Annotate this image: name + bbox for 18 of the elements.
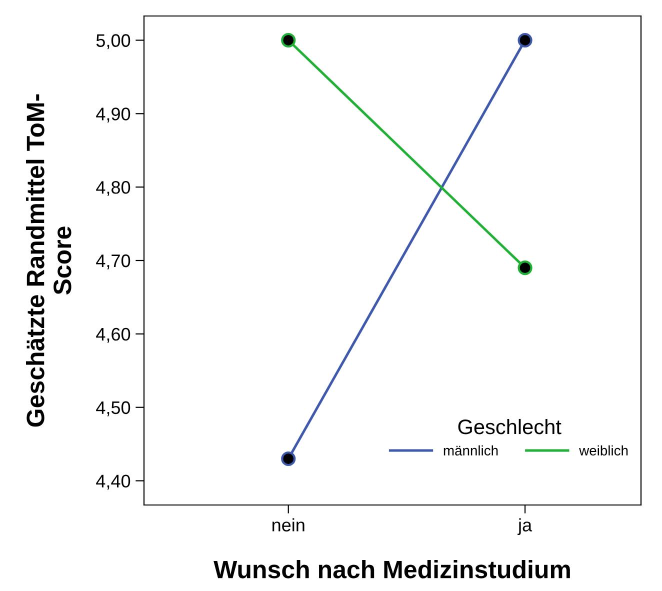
x-tick-label: ja <box>518 518 532 536</box>
y-tick-label: 4,40 <box>96 474 130 490</box>
y-tick-label: 5,00 <box>96 34 130 50</box>
point <box>518 260 532 276</box>
legend-label: weiblich <box>579 445 628 456</box>
x-tick-label: nein <box>272 518 304 532</box>
y-axis-title: Geschätzte Randmittel ToM- Score <box>26 94 72 427</box>
point <box>281 451 296 466</box>
y-tick-label: 4,60 <box>96 328 130 343</box>
y-tick-label: 4,50 <box>96 401 130 416</box>
x-axis-title: Wunsch nach Medizinstudium <box>214 560 570 578</box>
point <box>281 32 296 48</box>
point <box>518 32 532 48</box>
legend-title: Geschlecht <box>458 418 562 434</box>
y-tick-label: 4,90 <box>96 108 130 123</box>
legend-label: männlich <box>444 445 498 456</box>
y-tick-label: 4,70 <box>96 254 130 270</box>
y-tick-label: 4,80 <box>96 181 130 196</box>
